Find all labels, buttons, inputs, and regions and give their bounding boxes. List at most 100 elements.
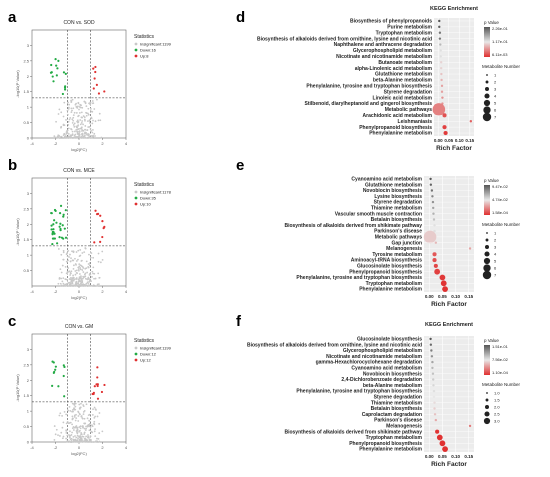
pathway-bubble <box>429 183 433 186</box>
x-tick-label: 0.15 <box>464 294 473 299</box>
insignificant-point <box>76 125 79 127</box>
insignificant-point <box>89 108 92 110</box>
insignificant-point <box>79 437 82 440</box>
pathway-label: Gap junction <box>391 240 422 246</box>
insignificant-point <box>83 417 86 420</box>
insignificant-point <box>76 130 78 133</box>
insignificant-point <box>70 441 73 443</box>
up-point <box>94 70 97 74</box>
insignificant-point <box>70 128 72 130</box>
insignificant-point <box>71 121 74 124</box>
insignificant-point <box>75 260 78 262</box>
pathway-label: Styrene degradation <box>374 200 422 206</box>
insignificant-point <box>72 425 75 428</box>
insignificant-point <box>63 410 66 413</box>
insignificant-point <box>67 106 70 109</box>
down-point <box>55 64 58 67</box>
pathway-label: Phenylalanine metabolism <box>359 447 422 453</box>
insignificant-point <box>83 118 86 121</box>
pathway-label: Biosynthesis of alkaloids derived from s… <box>284 429 422 435</box>
insignificant-point <box>93 406 96 409</box>
volcano-plot-c: CON vs. GM -4 -2 0 2 4 0 0.5 1 1.5 2 2.5 3 log2(FC) -l… <box>15 324 172 456</box>
insignificant-point <box>67 422 70 425</box>
size-legend-title: Metabolite Number <box>482 382 521 387</box>
pathway-bubble <box>429 337 432 341</box>
pathway-bubble <box>442 125 447 130</box>
insignificant-point <box>101 430 104 433</box>
insignificant-point <box>60 111 63 114</box>
volcano-title: CON vs. GM <box>65 324 93 330</box>
insignificant-point <box>84 134 86 137</box>
volcano-legend-entry: Down:12 <box>140 352 157 357</box>
insignificant-point <box>84 437 87 440</box>
insignificant-point <box>70 284 73 287</box>
insignificant-point <box>93 422 95 425</box>
insignificant-point <box>81 134 84 136</box>
pathway-label: Phenylalanine, tyrosine and tryptophan b… <box>296 275 422 281</box>
insignificant-point <box>91 131 94 134</box>
insignificant-point <box>58 414 61 417</box>
insignificant-point <box>92 408 94 411</box>
insignificant-point <box>79 427 82 430</box>
pathway-bubble <box>431 360 434 364</box>
pathway-label: alpha-Linolenic acid metabolism <box>355 66 433 72</box>
pvalue-colorbar <box>484 185 490 215</box>
insignificant-point <box>90 284 93 287</box>
pathway-bubble <box>431 195 434 198</box>
insignificant-point <box>62 277 65 280</box>
insignificant-point <box>70 257 72 260</box>
insignificant-point <box>85 403 88 406</box>
insignificant-point <box>73 111 76 114</box>
insignificant-point <box>80 277 82 280</box>
down-point <box>64 85 67 88</box>
up-point <box>99 214 102 217</box>
insignificant-point <box>59 268 62 271</box>
down-point <box>57 59 60 62</box>
insignificant-point <box>87 414 90 417</box>
insignificant-point <box>72 119 75 122</box>
insignificant-point <box>77 258 79 261</box>
pathway-bubble <box>442 286 448 292</box>
size-legend-swatch <box>486 232 488 234</box>
insignificant-point <box>82 271 85 273</box>
insignificant-point <box>66 271 69 274</box>
volcano-legend-entry: Down:35 <box>140 196 157 201</box>
pathway-bubble <box>432 378 435 381</box>
insignificant-point <box>60 277 63 280</box>
insignificant-point <box>87 263 90 265</box>
insignificant-point <box>82 413 85 416</box>
pathway-bubble <box>438 31 442 34</box>
insignificant-point <box>69 274 72 276</box>
insignificant-point <box>76 272 79 275</box>
size-legend-title: Metabolite Number <box>482 64 521 69</box>
insignificant-point <box>66 109 69 112</box>
x-tick-label: -4 <box>30 141 34 146</box>
size-legend-label: 3.0 <box>494 419 500 424</box>
pathway-label: Cyanoamino acid metabolism <box>351 366 422 372</box>
insignificant-point <box>78 426 81 428</box>
pathway-label: Purine metabolism <box>387 24 432 30</box>
insignificant-point <box>84 131 87 134</box>
insignificant-point <box>70 276 72 279</box>
insignificant-point <box>79 106 82 109</box>
y-tick-label: 2 <box>27 222 30 227</box>
insignificant-point <box>82 136 84 139</box>
down-point <box>58 236 61 239</box>
size-legend-swatch <box>485 398 489 402</box>
pathway-label: Tryptophan metabolism <box>366 281 423 287</box>
y-tick-label: 2.5 <box>23 58 29 63</box>
pathway-label: Phenylpropanoid biosynthesis <box>359 125 432 131</box>
pathway-label: Nicotinate and nicotinamide metabolism <box>326 354 422 360</box>
size-legend-swatch <box>484 93 490 99</box>
insignificant-point <box>77 128 80 130</box>
down-point <box>50 63 53 67</box>
x-tick-label: 0.10 <box>451 454 460 459</box>
insignificant-point <box>75 112 78 114</box>
pathway-label: Leishmaniasis <box>398 119 433 125</box>
insignificant-point <box>82 284 85 286</box>
size-legend-label: 1 <box>494 73 497 78</box>
insignificant-point <box>68 405 71 408</box>
insignificant-point <box>91 270 94 273</box>
insignificant-point <box>87 112 89 115</box>
